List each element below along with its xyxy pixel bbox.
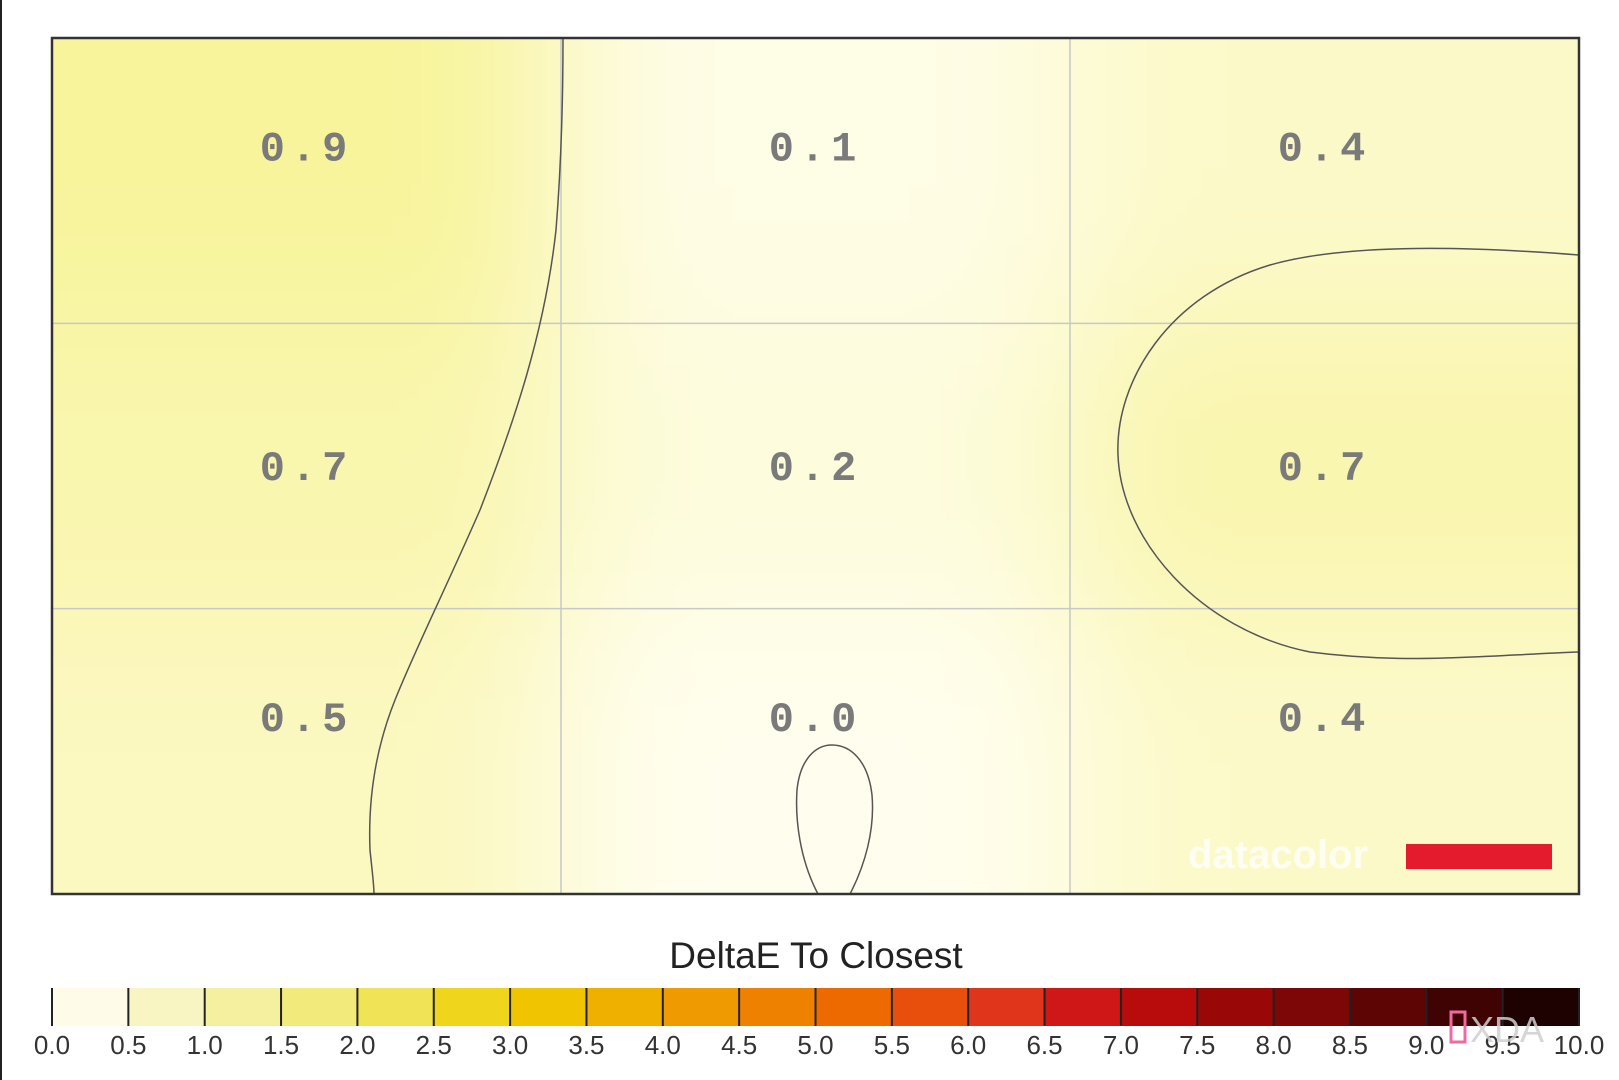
- colorbar-segment: [1120, 988, 1198, 1026]
- heat-cell: [561, 608, 1070, 894]
- colorbar-tick-label: 5.5: [874, 1030, 910, 1060]
- colorbar-tick-label: 3.0: [492, 1030, 528, 1060]
- cell-value-label: 0.9: [260, 125, 354, 173]
- colorbar-segment: [1502, 988, 1580, 1026]
- colorbar-tick-label: 8.5: [1332, 1030, 1368, 1060]
- colorbar-segment: [281, 988, 358, 1026]
- colorbar-segment: [433, 988, 511, 1026]
- colorbar-tick-label: 8.0: [1256, 1030, 1292, 1060]
- colorbar-segment: [891, 988, 969, 1026]
- colorbar-tick-label: 3.5: [568, 1030, 604, 1060]
- colorbar-segment: [815, 988, 893, 1026]
- datacolor-brand-text: datacolor: [1188, 833, 1368, 877]
- heat-cell: [1070, 38, 1579, 324]
- cell-value-label: 0.1: [769, 125, 863, 173]
- colorbar-segment: [357, 988, 435, 1026]
- colorbar-tick-label: 9.5: [1485, 1030, 1521, 1060]
- colorbar-segment: [128, 988, 206, 1026]
- colorbar-tick-label: 4.5: [721, 1030, 757, 1060]
- colorbar: [52, 988, 1580, 1026]
- colorbar-tick-label: 2.5: [416, 1030, 452, 1060]
- colorbar-segment: [204, 988, 282, 1026]
- colorbar-segment: [510, 988, 588, 1026]
- colorbar-tick-label: 10.0: [1554, 1030, 1605, 1060]
- colorbar-tick-labels: 0.0 0.5 1.0 1.5 2.0 2.5 3.0 3.5 4.0 4.5 5.0 5.5 6.0 6…: [34, 1030, 1604, 1060]
- colorbar-segment: [586, 988, 664, 1026]
- datacolor-watermark: datacolor: [1188, 833, 1552, 877]
- left-frame-line: [0, 0, 2, 1080]
- heat-cell: [52, 608, 561, 894]
- contour-line-right: [1117, 247, 1579, 660]
- colorbar-title: DeltaE To Closest: [669, 935, 963, 976]
- cell-value-labels: 0.9 0.1 0.4 0.7 0.2 0.7 0.5 0.0 0.4: [260, 125, 1372, 744]
- colorbar-segment: [1273, 988, 1351, 1026]
- grid-lines: [52, 38, 1579, 894]
- contour-line-left: [368, 38, 564, 894]
- colorbar-segment: [662, 988, 740, 1026]
- cell-value-label: 0.2: [769, 445, 863, 493]
- plot-border: [50, 36, 1581, 896]
- colorbar-tick-label: 1.5: [263, 1030, 299, 1060]
- colorbar-segment: [1197, 988, 1275, 1026]
- cell-value-label: 0.5: [260, 696, 354, 744]
- heat-cell: [561, 323, 1070, 609]
- cell-value-label: 0.4: [1278, 125, 1372, 173]
- cell-value-label: 0.7: [260, 445, 354, 493]
- heat-cell: [1070, 323, 1579, 609]
- colorbar-ticks: [51, 988, 1580, 1026]
- xda-logo-text: XDA: [1470, 1009, 1544, 1050]
- colorbar-segment: [1349, 988, 1427, 1026]
- cell-value-label: 0.0: [769, 696, 863, 744]
- heat-cell: [52, 323, 561, 609]
- cell-value-label: 0.4: [1278, 696, 1372, 744]
- contour-line-bottom-loop: [795, 744, 874, 894]
- colorbar-tick-label: 2.0: [339, 1030, 375, 1060]
- colorbar-tick-label: 7.5: [1179, 1030, 1215, 1060]
- colorbar-tick-label: 0.0: [34, 1030, 70, 1060]
- xda-logo: XDA: [1449, 1009, 1544, 1050]
- heat-cell: [52, 38, 561, 324]
- heat-cell: [561, 38, 1070, 324]
- colorbar-segment: [968, 988, 1046, 1026]
- colorbar-tick-label: 9.0: [1408, 1030, 1444, 1060]
- colorbar-tick-label: 7.0: [1103, 1030, 1139, 1060]
- colorbar-tick-label: 6.0: [950, 1030, 986, 1060]
- colorbar-tick-label: 4.0: [645, 1030, 681, 1060]
- colorbar-tick-label: 6.5: [1026, 1030, 1062, 1060]
- colorbar-segment: [1044, 988, 1122, 1026]
- cell-value-label: 0.7: [1278, 445, 1372, 493]
- colorbar-tick-label: 5.0: [797, 1030, 833, 1060]
- colorbar-segment: [52, 988, 129, 1026]
- datacolor-brand-bar: [1406, 844, 1552, 869]
- xda-logo-bracket: [1449, 1010, 1467, 1044]
- colorbar-tick-label: 1.0: [187, 1030, 223, 1060]
- colorbar-tick-label: 0.5: [110, 1030, 146, 1060]
- colorbar-segment: [739, 988, 817, 1026]
- contour-lines: [368, 38, 1579, 894]
